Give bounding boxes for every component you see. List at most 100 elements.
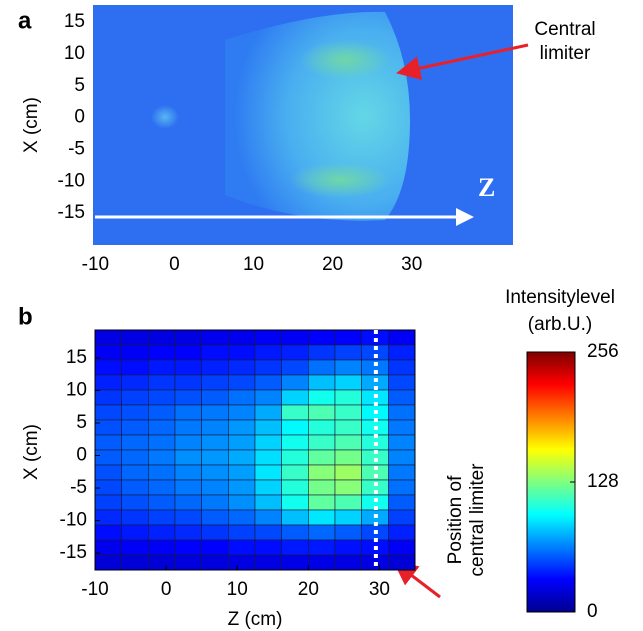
heatmap-cell — [148, 509, 176, 526]
annotation-arrow — [396, 43, 529, 80]
heatmap-cell — [201, 464, 229, 481]
heatmap-cell — [174, 344, 202, 361]
heatmap-cell — [388, 329, 416, 346]
heatmap-cell — [94, 494, 122, 511]
plot-frame — [94, 329, 416, 571]
heatmap-cell — [388, 359, 416, 376]
heatmap-cell — [201, 434, 229, 451]
heatmap-cell — [174, 329, 202, 346]
heatmap-cell — [201, 554, 229, 571]
heatmap-cell — [254, 479, 282, 496]
heatmap-cell — [228, 509, 256, 526]
x-tick-label: -10 — [82, 254, 109, 275]
heatmap-cell — [254, 494, 282, 511]
y-axis-label: X (cm) — [21, 424, 42, 480]
heatmap-cell — [334, 374, 362, 391]
heatmap-cell — [148, 419, 176, 436]
heatmap-cell — [334, 404, 362, 421]
heatmap-cell — [334, 464, 362, 481]
heatmap-cell — [228, 479, 256, 496]
heatmap-cell — [121, 539, 149, 556]
heatmap-cell — [281, 404, 309, 421]
heatmap-cell — [201, 494, 229, 511]
heatmap-cell — [148, 449, 176, 466]
heatmap-cell — [334, 524, 362, 541]
heatmap-cell — [254, 539, 282, 556]
colorbar-tick-label: 0 — [587, 601, 598, 622]
heatmap-cell — [254, 464, 282, 481]
heatmap-cell — [94, 419, 122, 436]
heatmap-cell — [174, 524, 202, 541]
heatmap-cell — [94, 404, 122, 421]
heatmap-cell — [174, 359, 202, 376]
y-tick-label: 5 — [74, 75, 85, 96]
y-tick-label: 0 — [74, 107, 85, 128]
heatmap-cell — [201, 419, 229, 436]
heatmap-cell — [201, 359, 229, 376]
heatmap-cell — [388, 374, 416, 391]
limiter-label: central limiter — [467, 463, 488, 577]
heatmap-cell — [281, 509, 309, 526]
heatmap-cell — [174, 419, 202, 436]
heatmap-cell — [334, 479, 362, 496]
x-tick-label: 20 — [298, 579, 319, 600]
heatmap-cell — [228, 464, 256, 481]
heatmap-cell — [174, 374, 202, 391]
heatmap-cell — [121, 389, 149, 406]
heatmap-cell — [308, 464, 336, 481]
heatmap-cell — [334, 329, 362, 346]
heatmap-cell — [94, 509, 122, 526]
limiter-label: Position of — [445, 475, 466, 564]
y-tick-label: -5 — [68, 139, 85, 160]
heatmap-cell — [201, 524, 229, 541]
panel-label: b — [18, 303, 33, 330]
heatmap-cell — [228, 374, 256, 391]
heatmap-cell — [121, 359, 149, 376]
heatmap-cell — [281, 524, 309, 541]
y-tick-label: 10 — [64, 43, 85, 64]
y-tick-label: 0 — [76, 445, 87, 466]
heatmap-cell — [281, 374, 309, 391]
heatmap-cell — [148, 389, 176, 406]
heatmap-cell — [201, 479, 229, 496]
y-tick-label: 15 — [66, 347, 87, 368]
colorbar-tick-label: 256 — [587, 341, 619, 362]
x-tick-label: 0 — [169, 254, 180, 275]
heatmap-cell — [334, 449, 362, 466]
heatmap-cell — [174, 449, 202, 466]
y-tick-label: -10 — [58, 170, 85, 191]
heatmap-cell — [121, 509, 149, 526]
x-tick-label: 30 — [369, 579, 390, 600]
heatmap-cell — [388, 509, 416, 526]
x-tick-label: 20 — [322, 254, 343, 275]
heatmap-cell — [388, 449, 416, 466]
heatmap-cell — [94, 434, 122, 451]
heatmap-cell — [94, 374, 122, 391]
heatmap-cell — [201, 449, 229, 466]
heatmap-cell — [254, 389, 282, 406]
heatmap-cell — [254, 524, 282, 541]
heatmap-cell — [148, 359, 176, 376]
heatmap-cell — [201, 374, 229, 391]
heatmap-cell — [334, 389, 362, 406]
heatmap-cell — [121, 404, 149, 421]
heatmap-cell — [254, 554, 282, 571]
heatmap-cell — [174, 554, 202, 571]
y-tick-label: -5 — [70, 477, 87, 498]
heatmap-cell — [201, 404, 229, 421]
heatmap-cell — [121, 329, 149, 346]
heatmap-cell — [94, 554, 122, 571]
heatmap-cell — [308, 554, 336, 571]
heatmap-cell — [308, 524, 336, 541]
heatmap-cell — [334, 494, 362, 511]
heatmap-cell — [121, 449, 149, 466]
heatmap-cell — [388, 554, 416, 571]
heatmap-cell — [121, 554, 149, 571]
heatmap-cell — [228, 344, 256, 361]
heatmap-cell — [308, 419, 336, 436]
heatmap-cell — [201, 389, 229, 406]
heatmap-cell — [334, 344, 362, 361]
heatmap-cell — [148, 464, 176, 481]
heatmap-cell — [334, 419, 362, 436]
